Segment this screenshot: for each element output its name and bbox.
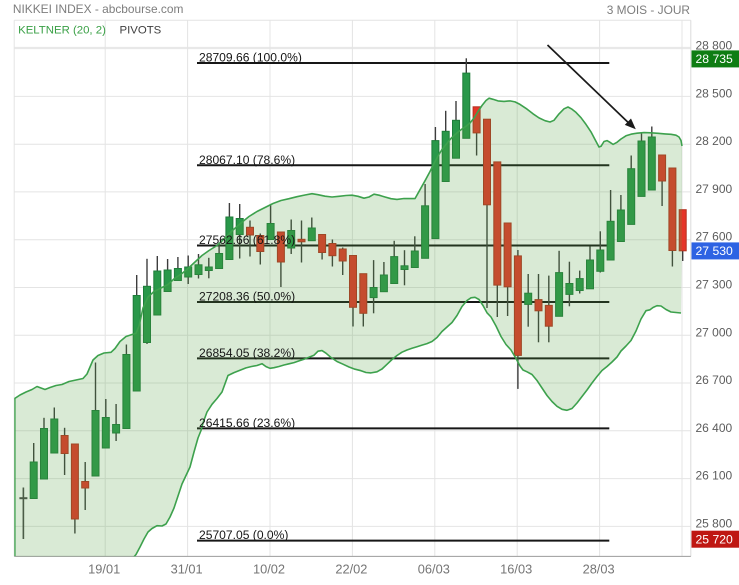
svg-text:31/01: 31/01 bbox=[171, 562, 203, 577]
svg-text:27 900: 27 900 bbox=[696, 182, 733, 196]
svg-text:27 000: 27 000 bbox=[696, 325, 733, 339]
svg-text:28 500: 28 500 bbox=[696, 86, 733, 100]
svg-text:26 400: 26 400 bbox=[696, 421, 733, 435]
svg-text:16/03: 16/03 bbox=[500, 562, 532, 577]
svg-text:PIVOTS: PIVOTS bbox=[120, 25, 162, 37]
svg-text:25707.05 (0.0%): 25707.05 (0.0%) bbox=[199, 528, 288, 542]
svg-text:NIKKEI INDEX - abcbourse.com: NIKKEI INDEX - abcbourse.com bbox=[13, 2, 184, 16]
svg-text:25 800: 25 800 bbox=[696, 516, 733, 530]
svg-text:28709.66 (100.0%): 28709.66 (100.0%) bbox=[199, 51, 302, 65]
svg-text:26 100: 26 100 bbox=[696, 469, 733, 483]
svg-text:26415.66 (23.6%): 26415.66 (23.6%) bbox=[199, 416, 295, 430]
svg-text:28 200: 28 200 bbox=[696, 134, 733, 148]
svg-text:06/03: 06/03 bbox=[418, 562, 450, 577]
svg-text:22/02: 22/02 bbox=[335, 562, 367, 577]
svg-text:26854.05 (38.2%): 26854.05 (38.2%) bbox=[199, 346, 295, 360]
svg-text:27 530: 27 530 bbox=[696, 244, 733, 258]
svg-text:10/02: 10/02 bbox=[253, 562, 285, 577]
svg-text:25 720: 25 720 bbox=[696, 533, 733, 547]
svg-text:27208.36 (50.0%): 27208.36 (50.0%) bbox=[199, 290, 295, 304]
svg-text:26 700: 26 700 bbox=[696, 373, 733, 387]
svg-text:28067.10 (78.6%): 28067.10 (78.6%) bbox=[199, 153, 295, 167]
svg-text:3 MOIS - JOUR: 3 MOIS - JOUR bbox=[607, 3, 691, 17]
svg-text:28 735: 28 735 bbox=[696, 52, 733, 66]
svg-text:19/01: 19/01 bbox=[88, 562, 120, 577]
svg-text:28/03: 28/03 bbox=[583, 562, 615, 577]
svg-text:27562.66 (61.8%): 27562.66 (61.8%) bbox=[199, 233, 295, 247]
svg-text:27 600: 27 600 bbox=[696, 230, 733, 244]
svg-text:27 300: 27 300 bbox=[696, 278, 733, 292]
svg-text:KELTNER (20, 2): KELTNER (20, 2) bbox=[18, 25, 106, 37]
